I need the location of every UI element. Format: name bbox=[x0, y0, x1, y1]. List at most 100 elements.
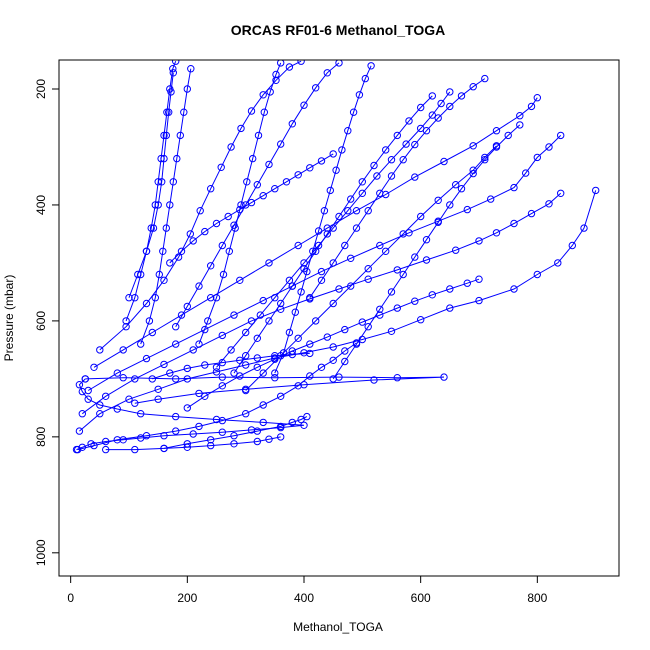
series-10 bbox=[172, 60, 343, 331]
x-tick-label: 200 bbox=[177, 591, 197, 605]
data-point bbox=[533, 153, 541, 162]
data-point bbox=[300, 259, 308, 267]
data-point bbox=[131, 399, 139, 407]
data-point bbox=[207, 262, 215, 270]
data-point bbox=[376, 189, 384, 198]
series-9 bbox=[137, 65, 195, 348]
axes: 0 200 400 600 800 200 400 600 800 1000 bbox=[34, 59, 620, 605]
data-point bbox=[180, 108, 188, 116]
data-point bbox=[253, 354, 261, 362]
data-point bbox=[317, 267, 326, 276]
data-point bbox=[434, 114, 442, 122]
data-point bbox=[249, 154, 257, 163]
data-point bbox=[347, 254, 355, 262]
data-point bbox=[364, 265, 372, 273]
data-point bbox=[237, 201, 245, 209]
data-point bbox=[312, 84, 320, 92]
data-point bbox=[323, 333, 331, 341]
data-point bbox=[428, 291, 436, 299]
data-point bbox=[154, 395, 162, 403]
data-point bbox=[329, 356, 337, 364]
series-line bbox=[169, 153, 334, 264]
data-point bbox=[183, 302, 192, 311]
data-point bbox=[347, 282, 355, 290]
data-point bbox=[113, 436, 122, 444]
data-point bbox=[154, 385, 162, 393]
data-point bbox=[303, 412, 311, 421]
data-point bbox=[169, 178, 178, 186]
data-point bbox=[96, 346, 104, 354]
series-line bbox=[77, 342, 357, 451]
data-point bbox=[326, 186, 334, 195]
data-point bbox=[231, 224, 239, 232]
data-point bbox=[212, 363, 221, 371]
data-point bbox=[306, 340, 314, 348]
data-point bbox=[277, 140, 285, 148]
data-point bbox=[172, 412, 180, 421]
data-point bbox=[277, 305, 285, 313]
data-point bbox=[338, 146, 346, 154]
y-tick-label: 1000 bbox=[34, 539, 48, 566]
data-point bbox=[349, 108, 358, 116]
data-point bbox=[341, 357, 349, 366]
data-point bbox=[393, 374, 401, 382]
data-point bbox=[218, 428, 227, 436]
data-point bbox=[90, 363, 98, 371]
series-line bbox=[93, 97, 538, 368]
data-point bbox=[227, 143, 235, 151]
data-point bbox=[344, 207, 352, 215]
data-point bbox=[317, 276, 326, 284]
data-point bbox=[314, 227, 323, 235]
data-point bbox=[463, 279, 471, 287]
data-point bbox=[387, 288, 396, 296]
data-point bbox=[259, 91, 267, 99]
data-point bbox=[102, 392, 110, 400]
data-point bbox=[230, 440, 238, 448]
series-23 bbox=[306, 74, 489, 302]
data-point bbox=[355, 91, 364, 99]
data-point bbox=[253, 427, 261, 435]
data-point bbox=[347, 195, 355, 203]
data-point bbox=[434, 218, 442, 227]
data-point bbox=[592, 186, 600, 195]
data-point bbox=[125, 294, 133, 302]
data-point bbox=[277, 299, 285, 308]
data-point bbox=[201, 361, 209, 369]
data-point bbox=[279, 349, 288, 357]
data-point bbox=[405, 117, 413, 125]
data-point bbox=[236, 372, 244, 380]
data-point bbox=[393, 131, 401, 140]
data-point bbox=[172, 60, 180, 65]
data-point bbox=[113, 369, 122, 377]
data-point bbox=[481, 74, 489, 83]
data-point bbox=[303, 267, 311, 276]
data-point bbox=[217, 163, 225, 172]
data-point bbox=[487, 195, 495, 203]
data-point bbox=[151, 294, 160, 302]
data-point bbox=[172, 340, 180, 348]
data-point bbox=[236, 276, 244, 284]
data-point bbox=[306, 372, 314, 380]
data-point bbox=[253, 181, 261, 189]
data-point bbox=[332, 166, 340, 174]
series-line bbox=[309, 78, 486, 298]
series-21 bbox=[166, 150, 337, 267]
data-point bbox=[317, 363, 326, 371]
x-axis-label: Methanol_TOGA bbox=[293, 620, 383, 634]
data-point bbox=[288, 282, 296, 290]
x-tick-label: 0 bbox=[67, 591, 74, 605]
data-point bbox=[227, 346, 235, 354]
data-point bbox=[201, 392, 209, 400]
data-point bbox=[166, 369, 174, 377]
plot-area bbox=[72, 60, 600, 454]
data-point bbox=[469, 169, 477, 178]
data-point bbox=[219, 270, 228, 279]
data-point bbox=[253, 437, 261, 446]
data-point bbox=[358, 178, 366, 186]
data-point bbox=[446, 201, 454, 209]
data-point bbox=[306, 164, 314, 172]
data-point bbox=[183, 443, 192, 451]
data-point bbox=[402, 140, 410, 148]
data-point bbox=[172, 375, 180, 383]
data-point bbox=[189, 430, 197, 438]
